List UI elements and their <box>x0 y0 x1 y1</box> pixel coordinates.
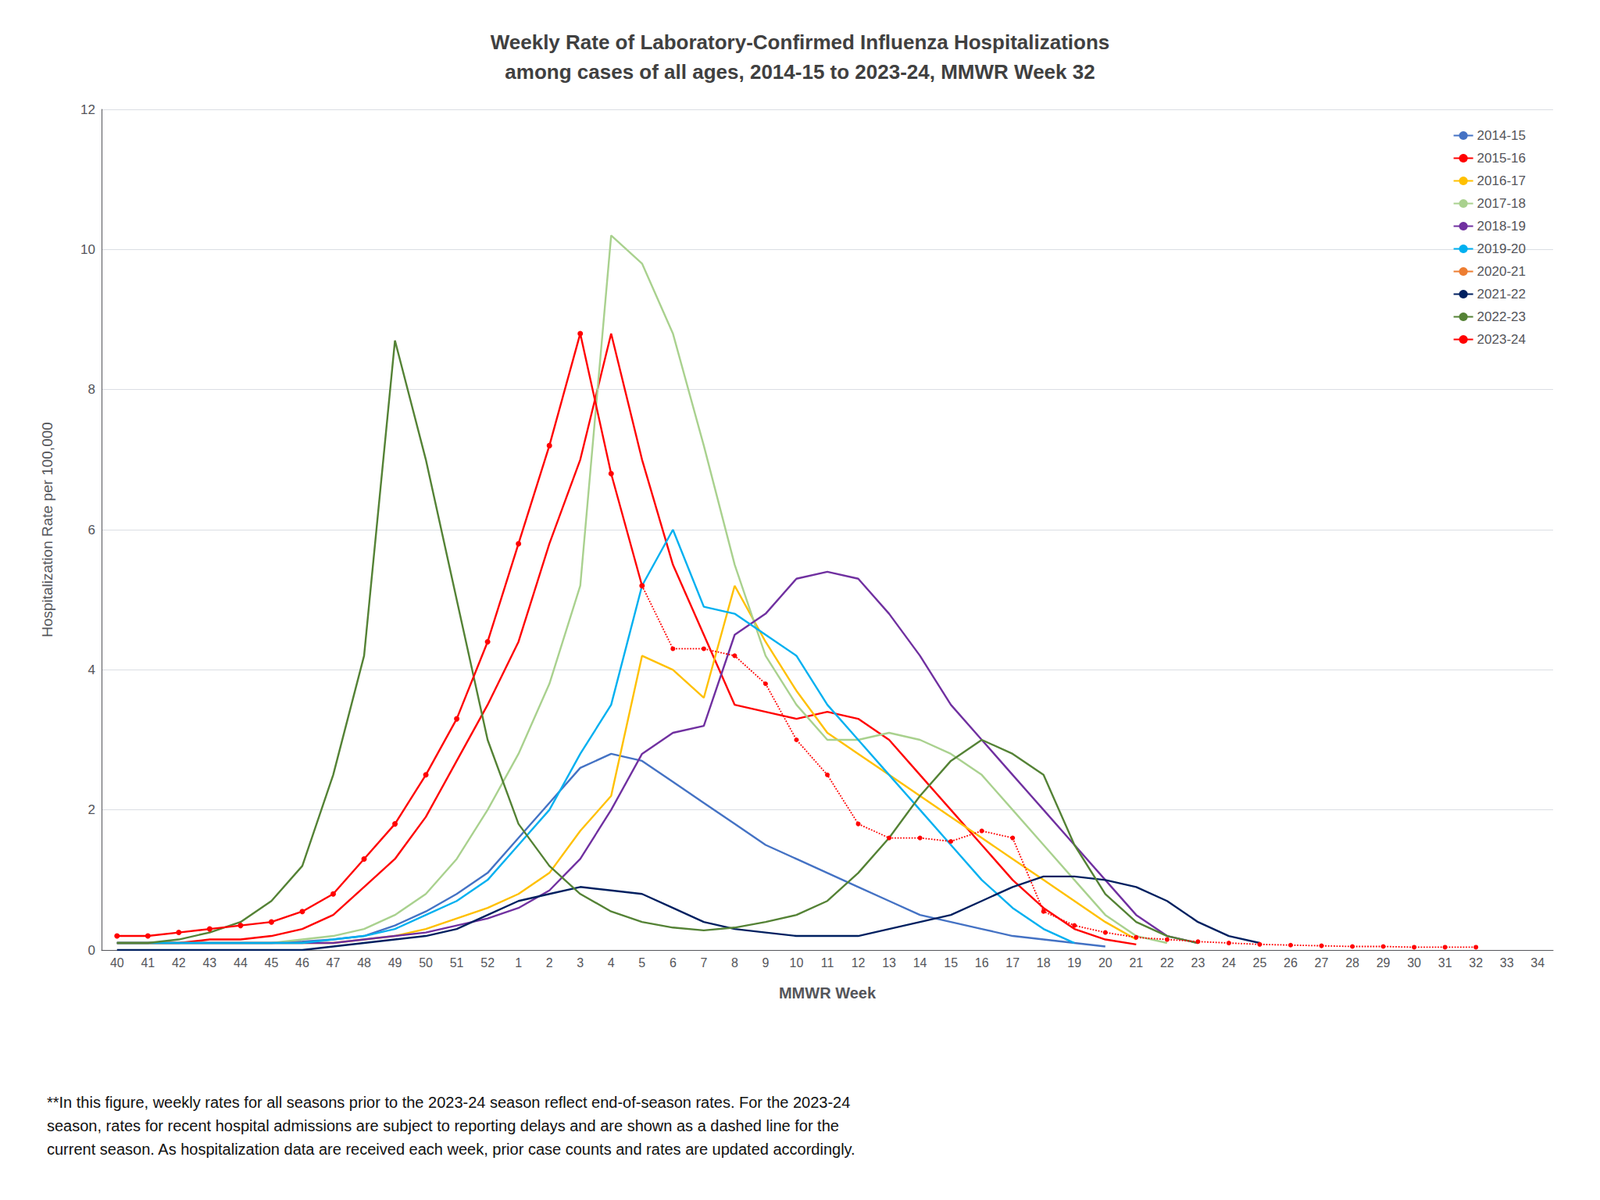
svg-text:47: 47 <box>326 956 341 970</box>
svg-text:8: 8 <box>731 956 739 970</box>
svg-text:34: 34 <box>1530 956 1545 970</box>
svg-text:14: 14 <box>913 956 928 970</box>
svg-text:10: 10 <box>80 242 96 258</box>
svg-text:51: 51 <box>450 956 465 970</box>
svg-text:2014-15: 2014-15 <box>1477 128 1526 143</box>
svg-text:Weekly Rate of Laboratory-Conf: Weekly Rate of Laboratory-Confirmed Infl… <box>490 30 1111 54</box>
svg-text:33: 33 <box>1500 956 1515 970</box>
svg-text:21: 21 <box>1128 956 1143 970</box>
svg-text:2021-22: 2021-22 <box>1477 286 1526 302</box>
svg-text:22: 22 <box>1160 956 1175 970</box>
svg-text:2015-16: 2015-16 <box>1477 150 1526 166</box>
svg-text:50: 50 <box>418 956 433 970</box>
svg-text:31: 31 <box>1438 956 1453 970</box>
svg-text:2019-20: 2019-20 <box>1477 241 1526 257</box>
svg-text:23: 23 <box>1190 956 1205 970</box>
svg-text:4: 4 <box>607 956 615 970</box>
svg-text:among cases of all ages, 2014-: among cases of all ages, 2014-15 to 2023… <box>504 60 1095 84</box>
svg-text:45: 45 <box>264 956 279 970</box>
svg-text:**In this figure, weekly rates: **In this figure, weekly rates for all s… <box>46 1093 850 1111</box>
svg-text:18: 18 <box>1036 956 1051 970</box>
svg-text:13: 13 <box>882 956 897 970</box>
svg-text:26: 26 <box>1283 956 1298 970</box>
svg-text:season, rates for recent hospi: season, rates for recent hospital admiss… <box>46 1117 840 1135</box>
svg-text:44: 44 <box>233 956 248 970</box>
svg-text:20: 20 <box>1098 956 1113 970</box>
svg-text:30: 30 <box>1407 956 1422 970</box>
svg-text:9: 9 <box>761 956 769 970</box>
svg-text:2017-18: 2017-18 <box>1477 196 1526 211</box>
svg-text:28: 28 <box>1345 956 1360 970</box>
svg-text:MMWR Week: MMWR Week <box>778 984 877 1002</box>
svg-text:3: 3 <box>576 956 584 970</box>
svg-text:12: 12 <box>80 102 96 118</box>
svg-text:27: 27 <box>1314 956 1329 970</box>
svg-text:48: 48 <box>357 956 372 970</box>
svg-text:10: 10 <box>789 956 804 970</box>
svg-text:2016-17: 2016-17 <box>1477 173 1526 189</box>
svg-text:7: 7 <box>700 956 708 970</box>
svg-text:19: 19 <box>1067 956 1082 970</box>
svg-text:current season. As hospitaliza: current season. As hospitalization data … <box>46 1140 856 1158</box>
svg-text:2: 2 <box>546 956 554 970</box>
svg-text:2020-21: 2020-21 <box>1477 264 1526 279</box>
svg-text:17: 17 <box>1005 956 1020 970</box>
svg-text:8: 8 <box>88 382 96 397</box>
svg-text:24: 24 <box>1221 956 1236 970</box>
svg-text:6: 6 <box>88 522 96 538</box>
svg-text:12: 12 <box>851 956 866 970</box>
svg-text:5: 5 <box>638 956 646 970</box>
svg-text:42: 42 <box>171 956 186 970</box>
svg-text:1: 1 <box>514 956 522 970</box>
svg-text:16: 16 <box>975 956 990 970</box>
svg-text:Hospitalization Rate per 100,0: Hospitalization Rate per 100,000 <box>39 421 56 638</box>
svg-text:11: 11 <box>821 956 835 970</box>
svg-text:52: 52 <box>480 956 495 970</box>
svg-text:2022-23: 2022-23 <box>1477 309 1526 325</box>
svg-text:2018-19: 2018-19 <box>1477 218 1526 234</box>
svg-text:46: 46 <box>295 956 310 970</box>
svg-text:43: 43 <box>202 956 217 970</box>
svg-text:41: 41 <box>140 956 155 970</box>
svg-text:40: 40 <box>110 956 125 970</box>
svg-text:4: 4 <box>88 662 96 678</box>
svg-text:6: 6 <box>669 956 677 970</box>
svg-text:2: 2 <box>88 802 96 818</box>
svg-text:25: 25 <box>1253 956 1268 970</box>
svg-text:49: 49 <box>388 956 403 970</box>
svg-text:2023-24: 2023-24 <box>1477 332 1526 347</box>
svg-text:29: 29 <box>1376 956 1391 970</box>
svg-text:0: 0 <box>88 942 96 958</box>
svg-text:32: 32 <box>1468 956 1483 970</box>
svg-text:15: 15 <box>943 956 958 970</box>
